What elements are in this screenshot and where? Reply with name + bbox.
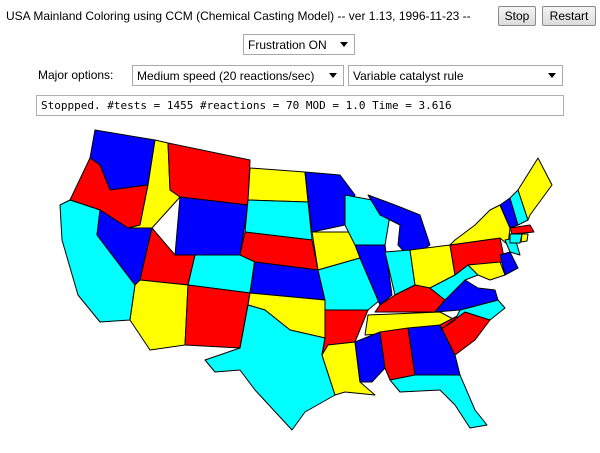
chevron-down-icon (329, 73, 337, 78)
restart-button[interactable]: Restart (542, 6, 596, 26)
status-field: Stoppped. #tests = 1455 #reactions = 70 … (36, 95, 564, 116)
catalyst-select[interactable]: Variable catalyst rule (348, 65, 563, 86)
state-TX (204, 304, 336, 431)
state-FL (389, 374, 488, 429)
speed-select[interactable]: Medium speed (20 reactions/sec) (132, 65, 344, 86)
chevron-down-icon (548, 73, 556, 78)
state-NM (184, 284, 251, 349)
chevron-down-icon (340, 42, 348, 47)
speed-select-value: Medium speed (20 reactions/sec) (137, 68, 315, 83)
frustration-select-value: Frustration ON (248, 37, 327, 52)
state-IL (354, 244, 393, 306)
catalyst-select-value: Variable catalyst rule (353, 68, 464, 83)
state-GA (407, 324, 461, 376)
state-ME (517, 157, 553, 221)
state-CT (509, 233, 523, 244)
state-ND (247, 167, 309, 203)
state-MT (167, 142, 251, 206)
major-options-label: Major options: (38, 68, 114, 82)
state-MD (467, 261, 506, 281)
window-title: USA Mainland Coloring using CCM (Chemica… (6, 9, 471, 23)
state-MA (509, 224, 535, 235)
frustration-select[interactable]: Frustration ON (243, 34, 355, 55)
state-AZ (129, 279, 189, 351)
state-DE (499, 251, 519, 276)
stop-button[interactable]: Stop (498, 6, 536, 26)
state-WY (174, 196, 249, 256)
state-RI (520, 233, 529, 243)
state-MS (354, 331, 386, 383)
state-NY (449, 204, 511, 246)
